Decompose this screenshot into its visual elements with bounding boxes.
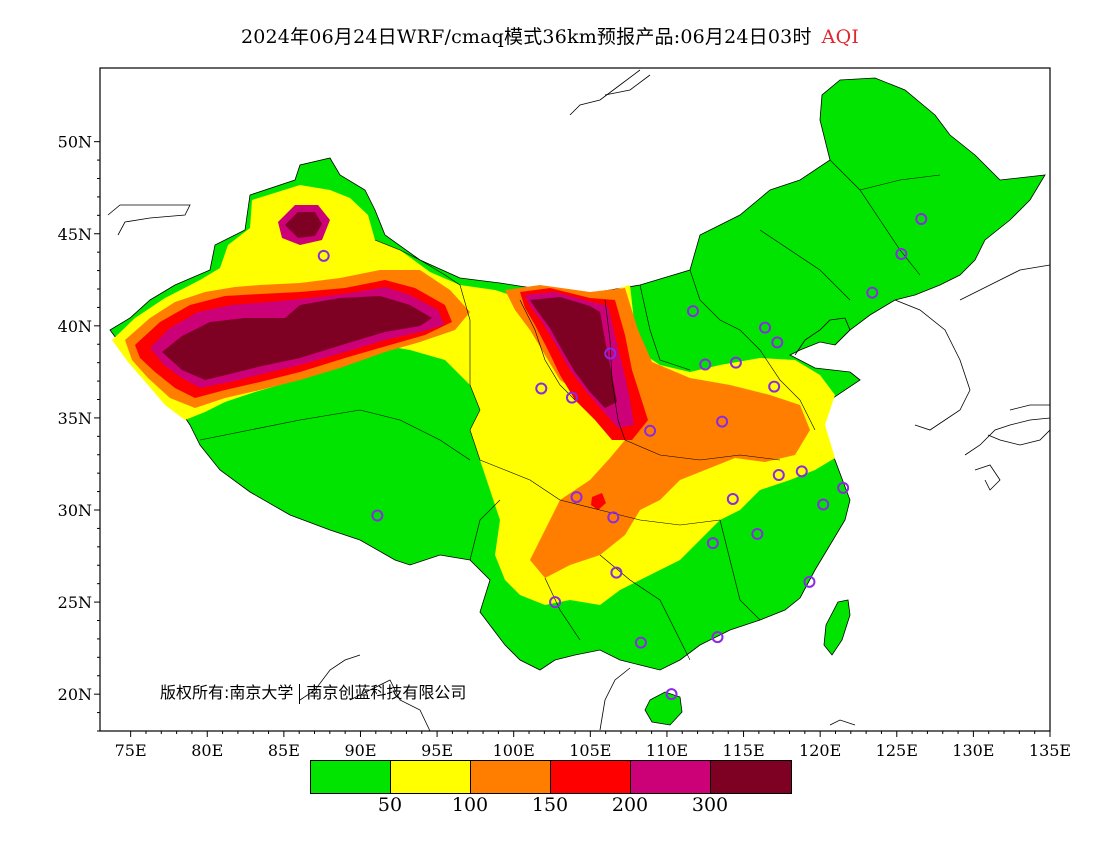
legend-label: 150: [531, 794, 569, 816]
lat-tick-label: 40N: [58, 317, 92, 336]
lon-tick-label: 80E: [191, 741, 223, 760]
station-marker: [772, 469, 785, 482]
station-marker: [665, 688, 678, 701]
station-marker: [726, 492, 739, 505]
station-marker: [371, 509, 384, 522]
aqi-hazardous-region-east: [530, 297, 617, 408]
station-marker: [699, 358, 712, 371]
station-marker: [317, 249, 330, 262]
lon-tick-label: 120E: [799, 741, 841, 760]
longitude-axis: 75E 80E 85E 90E 95E 100E 105E 110E 115E 120E 125E 1…: [115, 731, 1071, 760]
station-marker: [729, 356, 742, 369]
lon-tick-label: 125E: [876, 741, 918, 760]
station-marker: [610, 566, 623, 579]
province-borders: [199, 159, 941, 661]
legend-label: 300: [691, 794, 729, 816]
station-marker: [535, 382, 548, 395]
lon-tick-label: 130E: [952, 741, 994, 760]
aqi-hazardous-spot-north: [285, 212, 322, 238]
copyright-part-1: 版权所有:南京大学: [160, 683, 294, 702]
station-marker: [817, 498, 830, 511]
station-marker: [711, 631, 724, 644]
station-marker: [768, 380, 781, 393]
lat-tick-label: 45N: [58, 225, 92, 244]
lon-tick-label: 105E: [569, 741, 611, 760]
station-marker: [795, 465, 808, 478]
legend-swatch: [391, 761, 471, 793]
station-marker: [771, 336, 784, 349]
monitoring-stations: [317, 213, 928, 701]
station-marker: [866, 286, 879, 299]
lat-tick-label: 20N: [58, 685, 92, 704]
title-variable: AQI: [821, 26, 860, 48]
station-marker: [716, 415, 729, 428]
station-marker: [751, 527, 764, 540]
station-marker: [607, 511, 620, 524]
station-marker: [634, 636, 647, 649]
title-main: 2024年06月24日WRF/cmaq模式36km预报产品:06月24日03时: [240, 26, 812, 48]
lon-tick-label: 135E: [1029, 741, 1071, 760]
taiwan-island: [823, 599, 851, 656]
station-marker: [706, 537, 719, 550]
station-marker: [565, 391, 578, 404]
legend-label: 100: [451, 794, 489, 816]
legend-swatch: [631, 761, 711, 793]
lon-tick-label: 85E: [268, 741, 300, 760]
station-marker: [570, 491, 583, 504]
lon-tick-label: 115E: [722, 741, 764, 760]
lon-tick-label: 95E: [421, 741, 453, 760]
station-marker: [604, 347, 617, 360]
lat-tick-label: 35N: [58, 409, 92, 428]
legend-swatch: [311, 761, 391, 793]
neighbor-outlines: [107, 69, 1050, 731]
copyright-notice: 版权所有:南京大学 南京创蓝科技有限公司: [160, 679, 466, 704]
latitude-axis: 50N 45N 40N 35N 30N 25N 20N: [58, 133, 100, 732]
station-marker: [915, 213, 928, 226]
lat-tick-label: 30N: [58, 501, 92, 520]
map-title: 2024年06月24日WRF/cmaq模式36km预报产品:06月24日03时 A…: [0, 22, 1100, 49]
aqi-unhealthy-spot-south: [591, 493, 606, 510]
lon-tick-label: 110E: [646, 741, 688, 760]
copyright-separator: [299, 683, 301, 704]
legend-label: 200: [611, 794, 649, 816]
lon-tick-label: 100E: [493, 741, 535, 760]
station-marker: [895, 248, 908, 261]
lon-tick-label: 90E: [344, 741, 376, 760]
station-marker: [644, 424, 657, 437]
aqi-hazardous-region-west: [162, 296, 432, 380]
legend-label: 50: [377, 794, 403, 816]
station-marker: [549, 596, 562, 609]
station-marker: [803, 575, 816, 588]
station-marker: [759, 321, 771, 334]
aqi-legend-bar: [310, 760, 792, 794]
legend-swatch: [471, 761, 551, 793]
station-marker: [837, 481, 850, 494]
lat-tick-label: 50N: [58, 133, 92, 152]
legend-swatch: [711, 761, 791, 793]
station-marker: [686, 305, 699, 318]
lat-tick-label: 25N: [58, 593, 92, 612]
legend-swatch: [551, 761, 631, 793]
lon-tick-label: 75E: [115, 741, 147, 760]
copyright-part-2: 南京创蓝科技有限公司: [306, 683, 467, 702]
